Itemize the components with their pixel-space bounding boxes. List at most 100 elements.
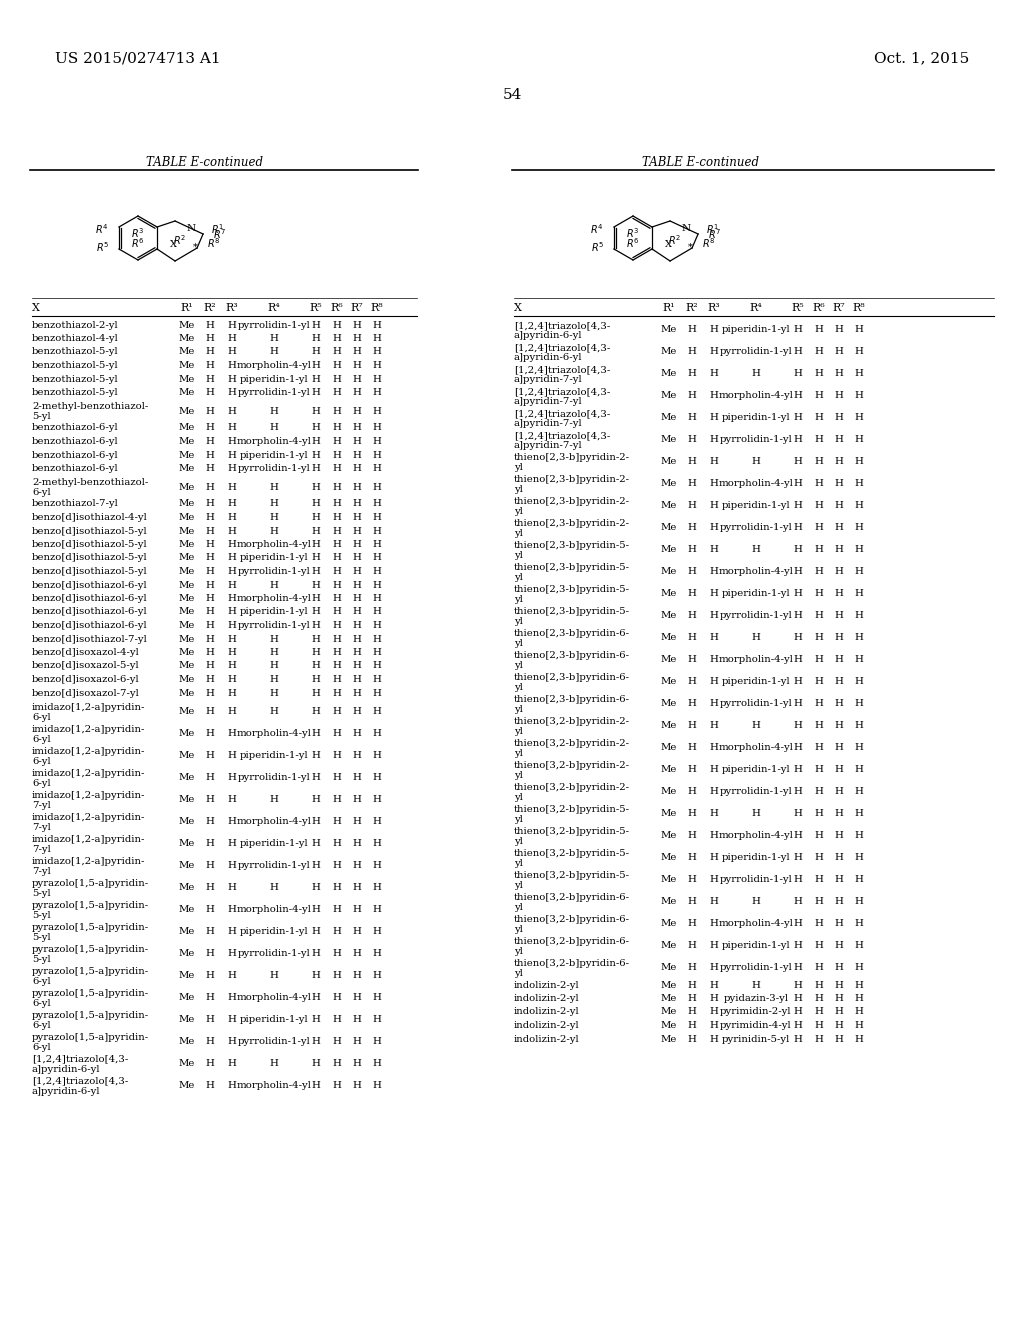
Text: H: H xyxy=(794,479,803,488)
Text: H: H xyxy=(311,607,321,616)
Text: H: H xyxy=(227,620,237,630)
Text: H: H xyxy=(752,370,761,379)
Text: H: H xyxy=(855,743,863,752)
Text: H: H xyxy=(269,883,279,892)
Text: indolizin-2-yl: indolizin-2-yl xyxy=(514,1007,580,1016)
Text: H: H xyxy=(373,795,381,804)
Text: H: H xyxy=(855,898,863,907)
Text: H: H xyxy=(710,1007,719,1016)
Text: H: H xyxy=(373,883,381,892)
Text: a]pyridin-6-yl: a]pyridin-6-yl xyxy=(514,352,583,362)
Text: Oct. 1, 2015: Oct. 1, 2015 xyxy=(873,51,969,65)
Text: H: H xyxy=(333,553,341,562)
Text: H: H xyxy=(269,661,279,671)
Text: pyidazin-3-yl: pyidazin-3-yl xyxy=(724,994,788,1003)
Text: H: H xyxy=(333,424,341,433)
Text: 2-methyl-benzothiazol-: 2-methyl-benzothiazol- xyxy=(32,478,148,487)
Text: X: X xyxy=(514,304,522,313)
Text: Me: Me xyxy=(179,1081,196,1090)
Text: morpholin-4-yl: morpholin-4-yl xyxy=(237,729,311,738)
Text: H: H xyxy=(794,766,803,775)
Text: H: H xyxy=(311,334,321,343)
Text: H: H xyxy=(333,1015,341,1024)
Text: thieno[3,2-b]pyridin-2-: thieno[3,2-b]pyridin-2- xyxy=(514,783,630,792)
Text: benzo[d]isothiazol-6-yl: benzo[d]isothiazol-6-yl xyxy=(32,594,147,603)
Text: H: H xyxy=(352,513,361,521)
Text: Me: Me xyxy=(660,722,677,730)
Text: H: H xyxy=(373,635,381,644)
Text: Me: Me xyxy=(660,568,677,577)
Text: Me: Me xyxy=(179,437,196,446)
Text: H: H xyxy=(835,994,844,1003)
Text: H: H xyxy=(227,972,237,979)
Text: H: H xyxy=(311,774,321,781)
Text: H: H xyxy=(710,722,719,730)
Text: benzo[d]isothiazol-6-yl: benzo[d]isothiazol-6-yl xyxy=(32,620,147,630)
Text: H: H xyxy=(227,334,237,343)
Text: H: H xyxy=(311,883,321,892)
Text: benzothiazol-4-yl: benzothiazol-4-yl xyxy=(32,334,119,343)
Text: H: H xyxy=(373,927,381,936)
Text: H: H xyxy=(710,524,719,532)
Text: pyrrolidin-1-yl: pyrrolidin-1-yl xyxy=(720,611,793,620)
Text: H: H xyxy=(855,832,863,841)
Text: H: H xyxy=(373,581,381,590)
Text: Me: Me xyxy=(660,875,677,884)
Text: benzo[d]isothiazol-7-yl: benzo[d]isothiazol-7-yl xyxy=(32,635,147,644)
Text: pyrinidin-5-yl: pyrinidin-5-yl xyxy=(722,1035,791,1044)
Text: H: H xyxy=(269,1059,279,1068)
Text: yl: yl xyxy=(514,682,523,692)
Text: H: H xyxy=(687,370,696,379)
Text: pyrrolidin-1-yl: pyrrolidin-1-yl xyxy=(238,861,310,870)
Text: H: H xyxy=(835,611,844,620)
Text: pyrrolidin-1-yl: pyrrolidin-1-yl xyxy=(238,465,310,473)
Text: R⁵: R⁵ xyxy=(792,304,804,313)
Text: pyrazolo[1,5-a]pyridin-: pyrazolo[1,5-a]pyridin- xyxy=(32,945,150,953)
Text: Me: Me xyxy=(179,465,196,473)
Text: H: H xyxy=(794,634,803,643)
Text: [1,2,4]triazolo[4,3-: [1,2,4]triazolo[4,3- xyxy=(514,387,610,396)
Text: H: H xyxy=(352,1038,361,1045)
Text: yl: yl xyxy=(514,507,523,516)
Text: $R^5$: $R^5$ xyxy=(591,240,604,253)
Text: 6-yl: 6-yl xyxy=(32,734,50,743)
Text: H: H xyxy=(855,1020,863,1030)
Text: H: H xyxy=(687,964,696,973)
Text: $R^1$: $R^1$ xyxy=(707,222,719,236)
Text: H: H xyxy=(710,854,719,862)
Text: 2-methyl-benzothiazol-: 2-methyl-benzothiazol- xyxy=(32,403,148,411)
Text: H: H xyxy=(227,648,237,657)
Text: H: H xyxy=(687,347,696,356)
Text: H: H xyxy=(794,832,803,841)
Text: Me: Me xyxy=(179,388,196,397)
Text: H: H xyxy=(333,1059,341,1068)
Text: indolizin-2-yl: indolizin-2-yl xyxy=(514,1020,580,1030)
Text: H: H xyxy=(352,465,361,473)
Text: 7-yl: 7-yl xyxy=(32,845,51,854)
Text: H: H xyxy=(333,1038,341,1045)
Text: H: H xyxy=(814,479,823,488)
Text: H: H xyxy=(352,751,361,760)
Text: H: H xyxy=(373,424,381,433)
Text: pyrrolidin-1-yl: pyrrolidin-1-yl xyxy=(238,620,310,630)
Text: H: H xyxy=(752,722,761,730)
Text: Me: Me xyxy=(179,540,196,549)
Text: N: N xyxy=(186,224,196,234)
Text: 6-yl: 6-yl xyxy=(32,756,50,766)
Text: H: H xyxy=(794,502,803,511)
Text: R⁶: R⁶ xyxy=(331,304,343,313)
Text: H: H xyxy=(311,1015,321,1024)
Text: Me: Me xyxy=(660,832,677,841)
Text: Me: Me xyxy=(660,370,677,379)
Text: morpholin-4-yl: morpholin-4-yl xyxy=(237,360,311,370)
Text: H: H xyxy=(794,941,803,950)
Text: H: H xyxy=(352,594,361,603)
Text: H: H xyxy=(206,360,214,370)
Text: Me: Me xyxy=(179,751,196,760)
Text: a]pyridin-7-yl: a]pyridin-7-yl xyxy=(514,418,583,428)
Text: H: H xyxy=(794,347,803,356)
Text: H: H xyxy=(710,502,719,511)
Text: H: H xyxy=(352,883,361,892)
Text: Me: Me xyxy=(660,347,677,356)
Text: H: H xyxy=(352,972,361,979)
